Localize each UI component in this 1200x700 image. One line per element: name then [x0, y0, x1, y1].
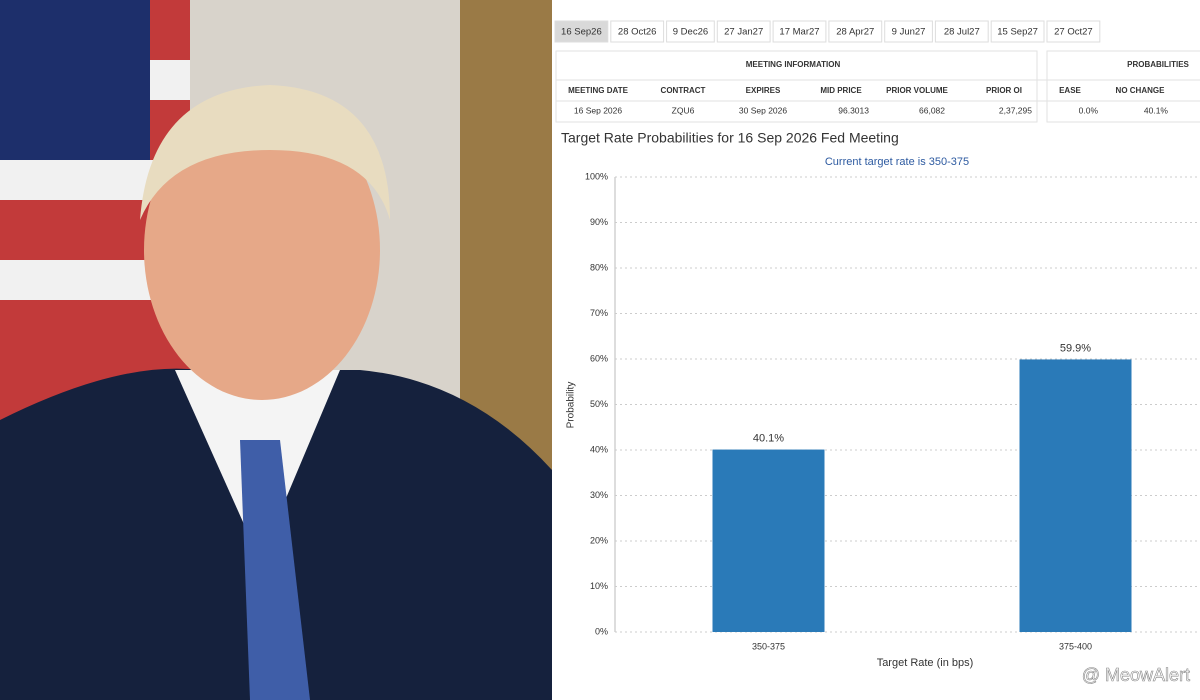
tab-label[interactable]: 28 Apr27 [836, 27, 874, 38]
tab[interactable] [610, 20, 665, 43]
tab[interactable] [990, 20, 1045, 43]
cell: 16 Sep 2026 [574, 105, 622, 115]
column-header: MID PRICE [820, 86, 862, 95]
value-label: 59.9% [1060, 342, 1091, 354]
tab-label[interactable]: 27 Jan27 [724, 27, 763, 38]
group-header: PROBABILITIES [1127, 60, 1189, 69]
y-tick-label: 60% [590, 353, 608, 363]
table-box [555, 50, 1038, 123]
tab-label[interactable]: 17 Mar27 [779, 27, 819, 38]
tab[interactable] [1046, 20, 1101, 43]
chart-title: Target Rate Probabilities for 16 Sep 202… [561, 130, 899, 146]
cell: 40.1% [1144, 105, 1169, 115]
cell: 2,37,295 [999, 105, 1032, 115]
table-box [1046, 50, 1200, 123]
y-tick-label: 30% [590, 490, 608, 500]
tab[interactable] [934, 20, 989, 43]
cell: ZQU6 [672, 105, 695, 115]
x-axis-label: Target Rate (in bps) [877, 657, 974, 669]
tab-label[interactable]: 28 Oct26 [618, 27, 657, 38]
cell: 0.0% [1079, 105, 1099, 115]
tab[interactable] [716, 20, 771, 43]
group-header: MEETING INFORMATION [746, 60, 841, 69]
chart-subtitle: Current target rate is 350-375 [825, 156, 969, 168]
cell: 96.3013 [838, 105, 869, 115]
y-tick-label: 10% [590, 581, 608, 591]
bar [712, 449, 825, 632]
y-axis-label: Probability [566, 382, 577, 429]
x-tick-label: 350-375 [752, 641, 785, 651]
y-tick-label: 20% [590, 535, 608, 545]
photo [0, 0, 552, 700]
cell: 66,082 [919, 105, 945, 115]
cell: 30 Sep 2026 [739, 105, 787, 115]
tab[interactable] [772, 20, 827, 43]
tab-label[interactable]: 9 Dec26 [673, 27, 708, 38]
tab-label[interactable]: 9 Jun27 [892, 27, 926, 38]
y-tick-label: 80% [590, 262, 608, 272]
y-tick-label: 50% [590, 399, 608, 409]
column-header: CONTRACT [661, 86, 706, 95]
tab-label[interactable]: 16 Sep26 [561, 27, 602, 38]
y-tick-label: 0% [595, 626, 608, 636]
tab-label[interactable]: 15 Sep27 [997, 27, 1038, 38]
tab[interactable] [554, 20, 609, 43]
value-label: 40.1% [753, 432, 784, 444]
tab[interactable] [884, 20, 933, 43]
x-tick-label: 375-400 [1059, 641, 1092, 651]
watermark: @ MeowAlert [1082, 665, 1190, 685]
y-tick-label: 90% [590, 217, 608, 227]
tab[interactable] [828, 20, 883, 43]
column-header: PRIOR OI [986, 86, 1022, 95]
column-header: NO CHANGE [1116, 86, 1166, 95]
column-header: EXPIRES [746, 86, 781, 95]
tab-label[interactable]: 28 Jul27 [944, 27, 980, 38]
column-header: EASE [1059, 86, 1081, 95]
tab[interactable] [666, 20, 715, 43]
column-header: MEETING DATE [568, 86, 629, 95]
bar [1019, 359, 1132, 632]
y-tick-label: 40% [590, 444, 608, 454]
tab-label[interactable]: 27 Oct27 [1054, 27, 1093, 38]
column-header: PRIOR VOLUME [886, 86, 948, 95]
y-tick-label: 100% [585, 171, 608, 181]
y-tick-label: 70% [590, 308, 608, 318]
